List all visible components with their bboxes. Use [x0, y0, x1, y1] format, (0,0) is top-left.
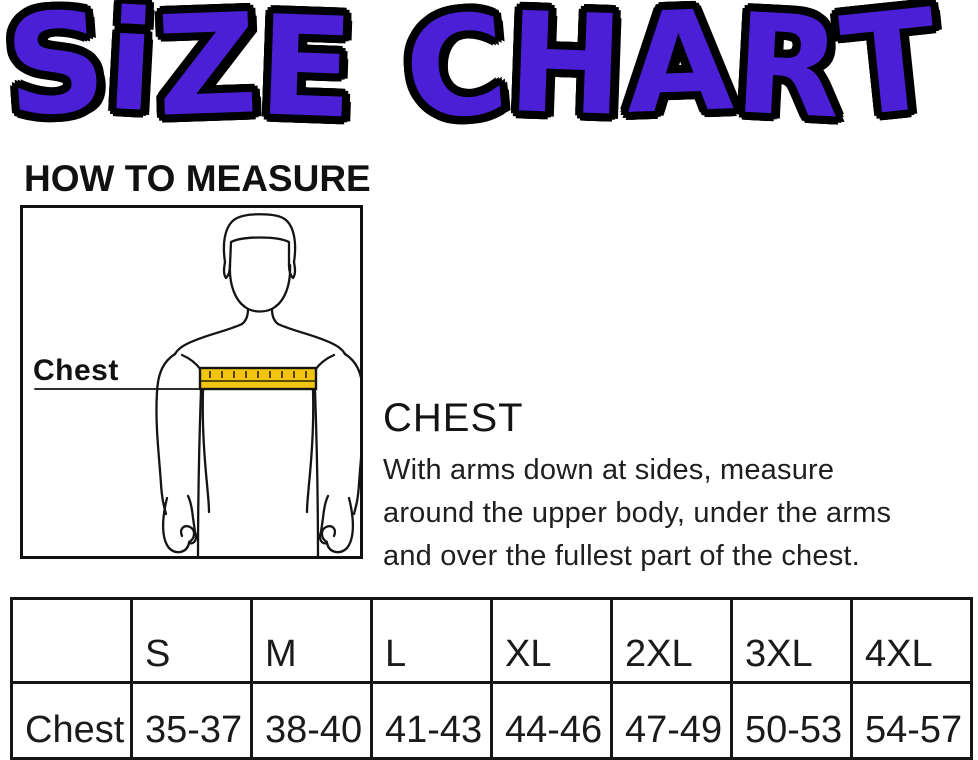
diagram-chest-label: Chest — [33, 354, 119, 387]
size-column-header: 2XL — [610, 597, 733, 684]
chest-value-cell: 35-37 — [130, 681, 253, 760]
body-figure-illustration — [34, 213, 360, 556]
figure-arms — [155, 352, 177, 516]
size-column-header: 4XL — [850, 597, 973, 684]
chest-value-cell: 54-57 — [850, 681, 973, 760]
chest-instructions-line: around the upper body, under the arms — [383, 497, 892, 529]
chest-value-cell: 41-43 — [370, 681, 493, 760]
figure-torso — [196, 388, 203, 556]
measuring-tape — [198, 366, 318, 391]
chest-instructions: With arms down at sides, measure around … — [383, 449, 891, 578]
chest-value-cell: 50-53 — [730, 681, 853, 760]
measurement-diagram: Chest — [20, 205, 363, 559]
figure-shoulders — [173, 322, 244, 356]
measuring-tape-ticks — [209, 371, 307, 378]
chest-row-label: Chest — [10, 681, 133, 760]
size-table: S M L XL 2XL 3XL 4XL Chest 35-37 38-40 4… — [10, 597, 973, 760]
chest-value-cell: 38-40 — [250, 681, 373, 760]
figure-face — [228, 263, 292, 313]
page-title: SiZE CHART — [0, 0, 948, 153]
table-corner-blank — [10, 597, 133, 684]
chest-section-heading: CHEST — [383, 396, 524, 440]
figure-right-hand — [318, 494, 355, 554]
size-column-header: 3XL — [730, 597, 853, 684]
figure-hair — [222, 213, 297, 264]
how-to-measure-heading: HOW TO MEASURE — [24, 158, 371, 199]
size-header-row: S M L XL 2XL 3XL 4XL — [10, 597, 973, 684]
size-column-header: L — [370, 597, 493, 684]
chest-measurement-row: Chest 35-37 38-40 41-43 44-46 47-49 50-5… — [10, 681, 973, 760]
size-column-header: XL — [490, 597, 613, 684]
chest-value-cell: 47-49 — [610, 681, 733, 760]
table-cutoff-stub-row — [11, 757, 973, 760]
chest-value-cell: 44-46 — [490, 681, 613, 760]
figure-left-hand — [161, 494, 198, 554]
chest-instructions-line: With arms down at sides, measure — [383, 454, 835, 486]
chest-instructions-line: and over the fullest part of the chest. — [383, 540, 860, 572]
size-column-header: M — [250, 597, 373, 684]
figure-neck — [240, 307, 250, 326]
size-column-header: S — [130, 597, 253, 684]
